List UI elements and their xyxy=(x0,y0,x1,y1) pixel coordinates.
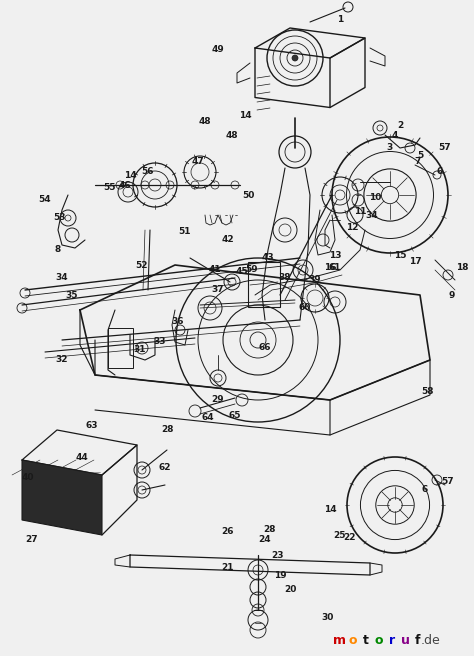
Text: 5: 5 xyxy=(417,150,423,159)
Text: 37: 37 xyxy=(212,285,224,295)
Text: 31: 31 xyxy=(134,346,146,354)
Text: 34: 34 xyxy=(365,211,378,220)
Text: 53: 53 xyxy=(54,213,66,222)
Text: 8: 8 xyxy=(55,245,61,255)
Text: 39: 39 xyxy=(309,276,321,285)
Polygon shape xyxy=(22,460,102,535)
Text: 66: 66 xyxy=(259,344,271,352)
Text: 65: 65 xyxy=(229,411,241,419)
Text: 21: 21 xyxy=(222,564,234,573)
Text: 17: 17 xyxy=(409,258,421,266)
Text: 27: 27 xyxy=(26,535,38,544)
Text: 47: 47 xyxy=(191,157,204,167)
Text: 23: 23 xyxy=(272,550,284,560)
Text: 28: 28 xyxy=(264,525,276,535)
Text: 9: 9 xyxy=(449,291,455,300)
Text: 49: 49 xyxy=(211,45,224,54)
Circle shape xyxy=(292,55,298,61)
Text: 20: 20 xyxy=(284,586,296,594)
Text: 18: 18 xyxy=(456,264,468,272)
Text: 28: 28 xyxy=(162,426,174,434)
Text: 13: 13 xyxy=(329,251,341,260)
Text: 7: 7 xyxy=(415,157,421,167)
Text: 57: 57 xyxy=(439,144,451,152)
Text: 26: 26 xyxy=(222,527,234,537)
Text: 15: 15 xyxy=(394,251,406,260)
Text: 22: 22 xyxy=(344,533,356,543)
Bar xyxy=(248,262,280,307)
Text: 30: 30 xyxy=(322,613,334,623)
Text: 3: 3 xyxy=(387,144,393,152)
Text: r: r xyxy=(389,634,395,647)
Text: 40: 40 xyxy=(22,474,34,483)
Text: 48: 48 xyxy=(226,131,238,140)
Text: 63: 63 xyxy=(86,420,98,430)
Text: 38: 38 xyxy=(279,274,291,283)
Text: 29: 29 xyxy=(212,396,224,405)
Text: 43: 43 xyxy=(262,253,274,262)
Text: 14: 14 xyxy=(124,171,137,180)
Text: 25: 25 xyxy=(334,531,346,539)
Text: 59: 59 xyxy=(246,266,258,274)
Text: u: u xyxy=(401,634,410,647)
Text: 51: 51 xyxy=(179,228,191,237)
Text: 10: 10 xyxy=(369,194,381,203)
Text: 34: 34 xyxy=(55,274,68,283)
Text: 45: 45 xyxy=(236,268,248,276)
Text: o: o xyxy=(349,634,357,647)
Text: f: f xyxy=(415,634,421,647)
Text: .de: .de xyxy=(421,634,441,647)
Text: 1: 1 xyxy=(337,16,343,24)
Text: 56: 56 xyxy=(142,167,154,176)
Text: 46: 46 xyxy=(118,180,131,190)
Text: 19: 19 xyxy=(273,571,286,579)
Text: 44: 44 xyxy=(76,453,88,462)
Text: 41: 41 xyxy=(209,266,221,274)
Text: 50: 50 xyxy=(242,190,254,199)
Text: 2: 2 xyxy=(397,121,403,129)
Text: 64: 64 xyxy=(202,413,214,422)
Text: 57: 57 xyxy=(442,478,454,487)
Text: 24: 24 xyxy=(259,535,271,544)
Text: 12: 12 xyxy=(346,224,358,232)
Text: 6: 6 xyxy=(422,485,428,495)
Text: 36: 36 xyxy=(172,318,184,327)
Text: 42: 42 xyxy=(222,236,234,245)
Text: 58: 58 xyxy=(422,388,434,396)
Text: 6: 6 xyxy=(437,167,443,176)
Text: 14: 14 xyxy=(324,506,337,514)
Text: 4: 4 xyxy=(392,131,398,140)
Text: 54: 54 xyxy=(39,195,51,205)
Text: 48: 48 xyxy=(199,117,211,127)
Text: 16: 16 xyxy=(324,264,336,272)
Text: 55: 55 xyxy=(104,184,116,192)
Text: 14: 14 xyxy=(239,110,251,119)
Text: 61: 61 xyxy=(329,264,341,272)
Text: 62: 62 xyxy=(159,464,171,472)
Text: m: m xyxy=(334,634,346,647)
Text: 32: 32 xyxy=(56,356,68,365)
Text: o: o xyxy=(375,634,383,647)
Text: 33: 33 xyxy=(154,337,166,346)
Text: 35: 35 xyxy=(66,291,78,300)
Text: 11: 11 xyxy=(354,207,366,216)
Text: t: t xyxy=(363,634,369,647)
Text: 52: 52 xyxy=(136,260,148,270)
Bar xyxy=(108,328,133,368)
Text: 60: 60 xyxy=(299,304,311,312)
